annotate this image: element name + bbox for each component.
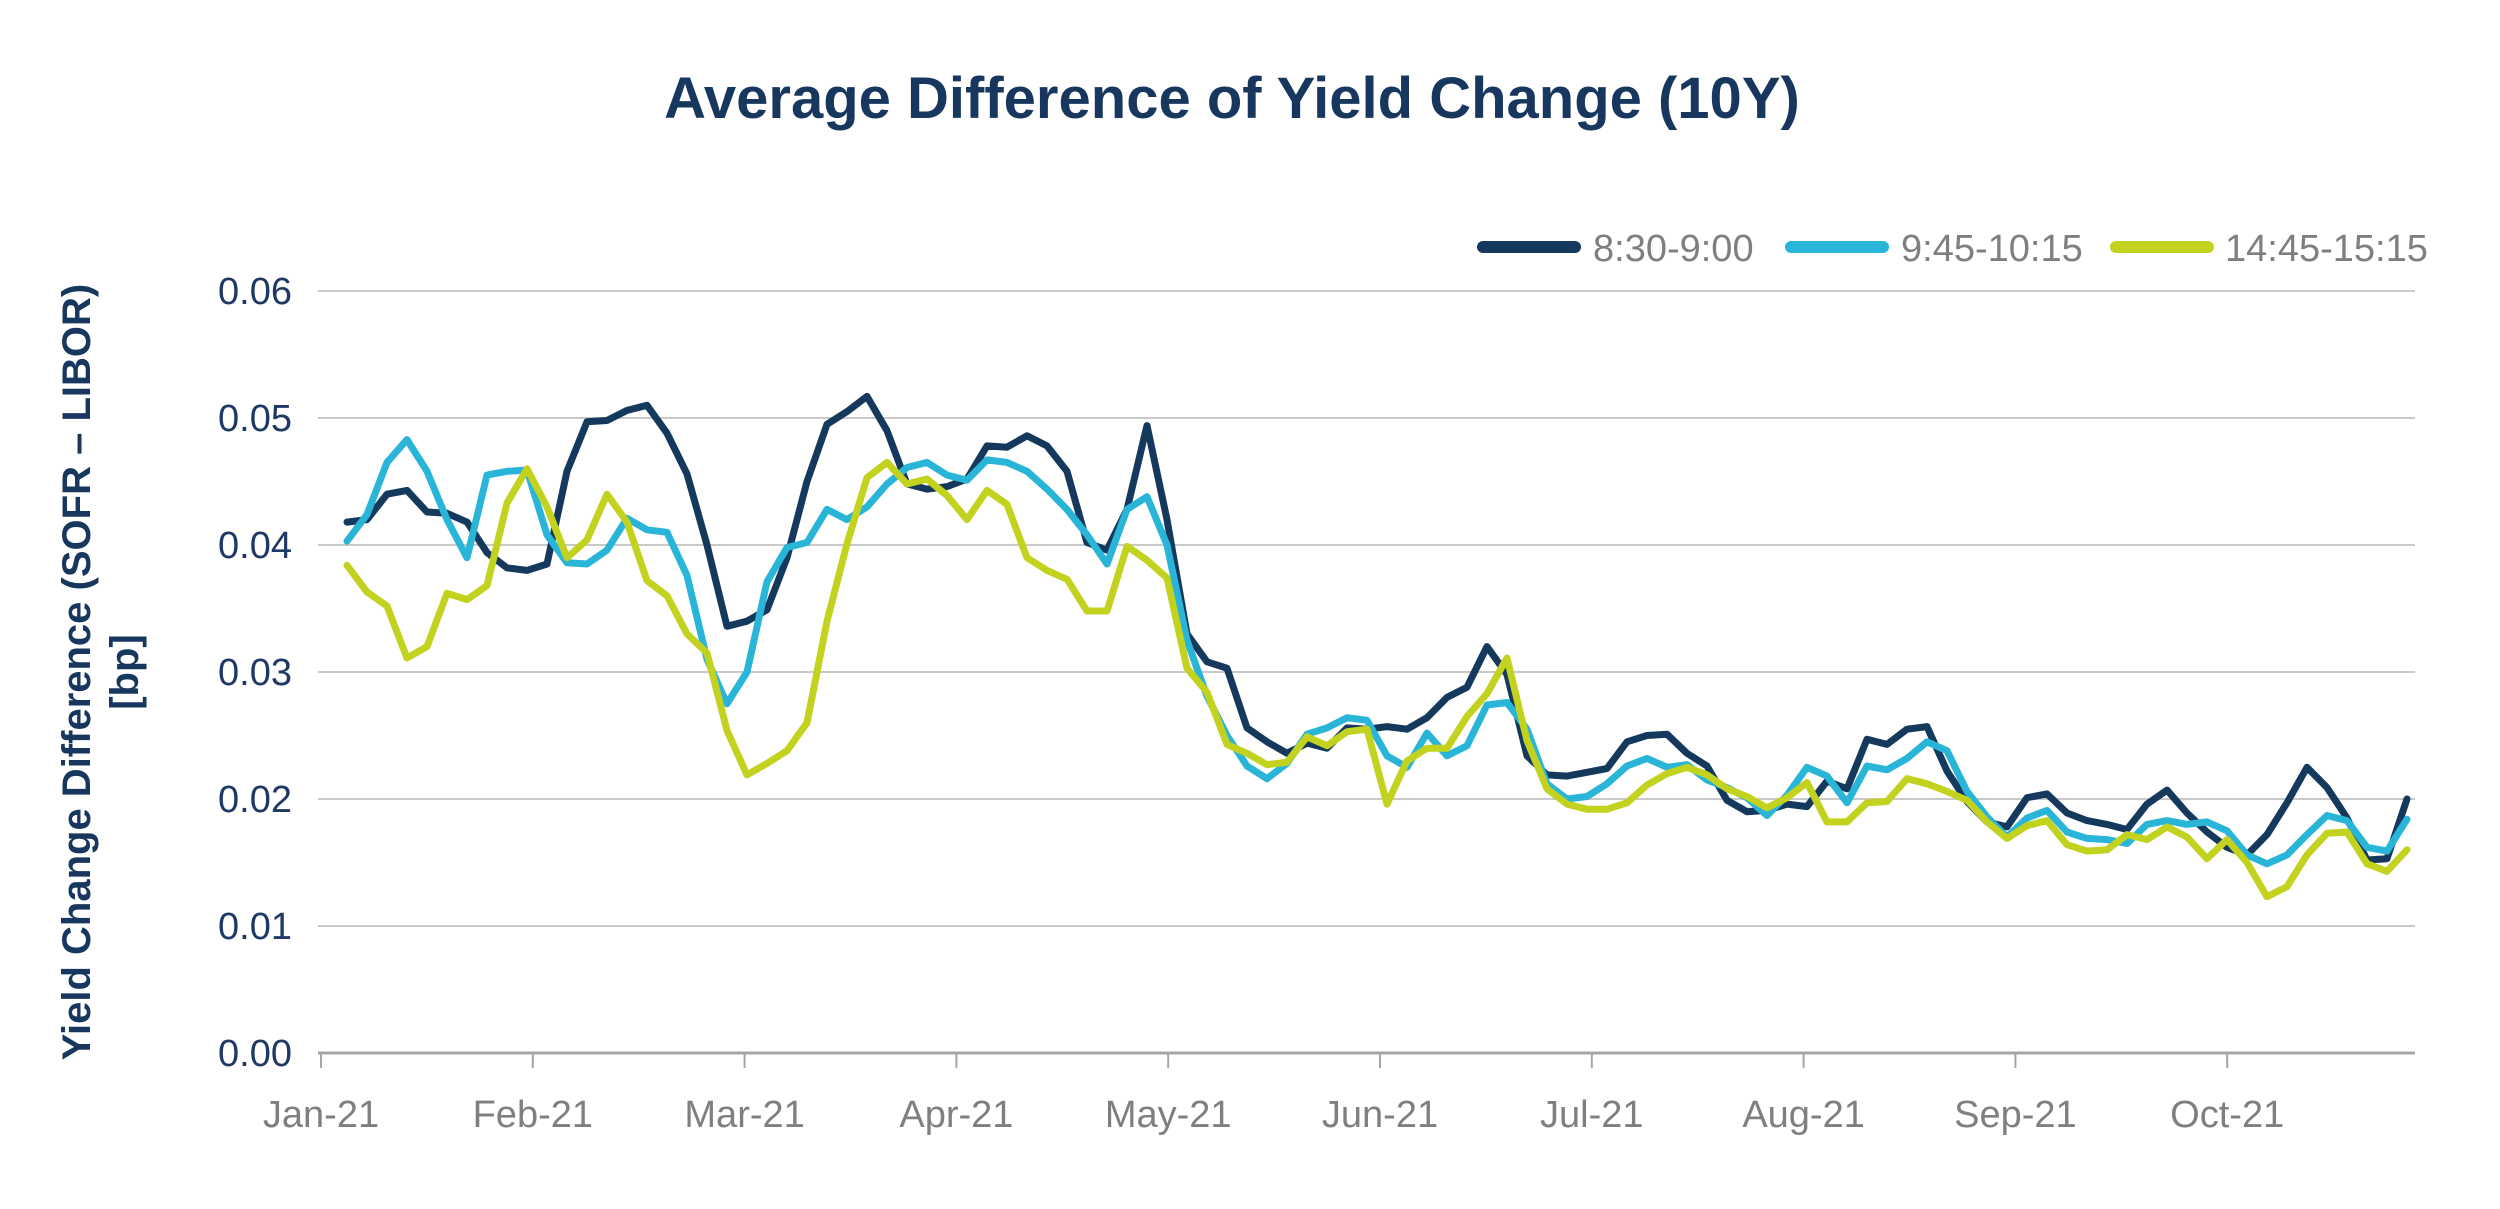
y-axis-label: Yield Change Difference (SOFR – LIBOR) [55, 284, 99, 1060]
y-tick-label: 0.02 [218, 779, 292, 821]
series-line-8-30-9-00 [343, 392, 2411, 864]
x-axis-tick-labels: Jan-21 Feb-21 Mar-21 Apr-21 May-21 Jun-21 Jul-… [263, 1094, 2284, 1136]
x-tick-label: Sep-21 [1954, 1094, 2077, 1136]
x-tick-label: May-21 [1105, 1094, 1232, 1136]
x-tick-label: Mar-21 [684, 1094, 804, 1136]
legend-label: 14:45-15:15 [2225, 228, 2428, 270]
x-tick-label: Oct-21 [2170, 1094, 2284, 1136]
legend-item: 14:45-15:15 [2110, 228, 2428, 270]
gridlines [318, 290, 2415, 927]
x-tick-label: Feb-21 [473, 1094, 593, 1136]
y-tick-label: 0.06 [218, 271, 292, 313]
legend-label: 9:45-10:15 [1901, 228, 2083, 270]
legend-item: 8:30-9:00 [1477, 228, 1754, 270]
data-series [343, 392, 2411, 901]
y-tick-label: 0.00 [218, 1033, 292, 1075]
series-line-14-45-15-15 [343, 458, 2411, 901]
legend-item: 9:45-10:15 [1785, 228, 2083, 270]
y-tick-label: 0.01 [218, 906, 292, 948]
y-tick-label: 0.05 [218, 398, 292, 440]
x-tick-label: Aug-21 [1742, 1094, 1865, 1136]
y-tick-label: 0.03 [218, 652, 292, 694]
y-axis-tick-labels: 0.06 0.05 0.04 0.03 0.02 0.01 0.00 [218, 271, 292, 1075]
x-tick-label: Jul-21 [1540, 1094, 1644, 1136]
x-axis [318, 1051, 2415, 1068]
chart-title: Average Difference of Yield Change (10Y) [664, 66, 1800, 131]
x-tick-label: Jun-21 [1322, 1094, 1438, 1136]
legend: 8:30-9:00 9:45-10:15 14:45-15:15 [1477, 228, 2428, 270]
y-tick-label: 0.04 [218, 525, 292, 567]
x-tick-label: Jan-21 [263, 1094, 379, 1136]
legend-label: 8:30-9:00 [1593, 228, 1754, 270]
x-tick-label: Apr-21 [899, 1094, 1013, 1136]
y-axis-label-units: [bp] [103, 634, 147, 710]
series-line-9-45-10-15 [343, 436, 2411, 868]
